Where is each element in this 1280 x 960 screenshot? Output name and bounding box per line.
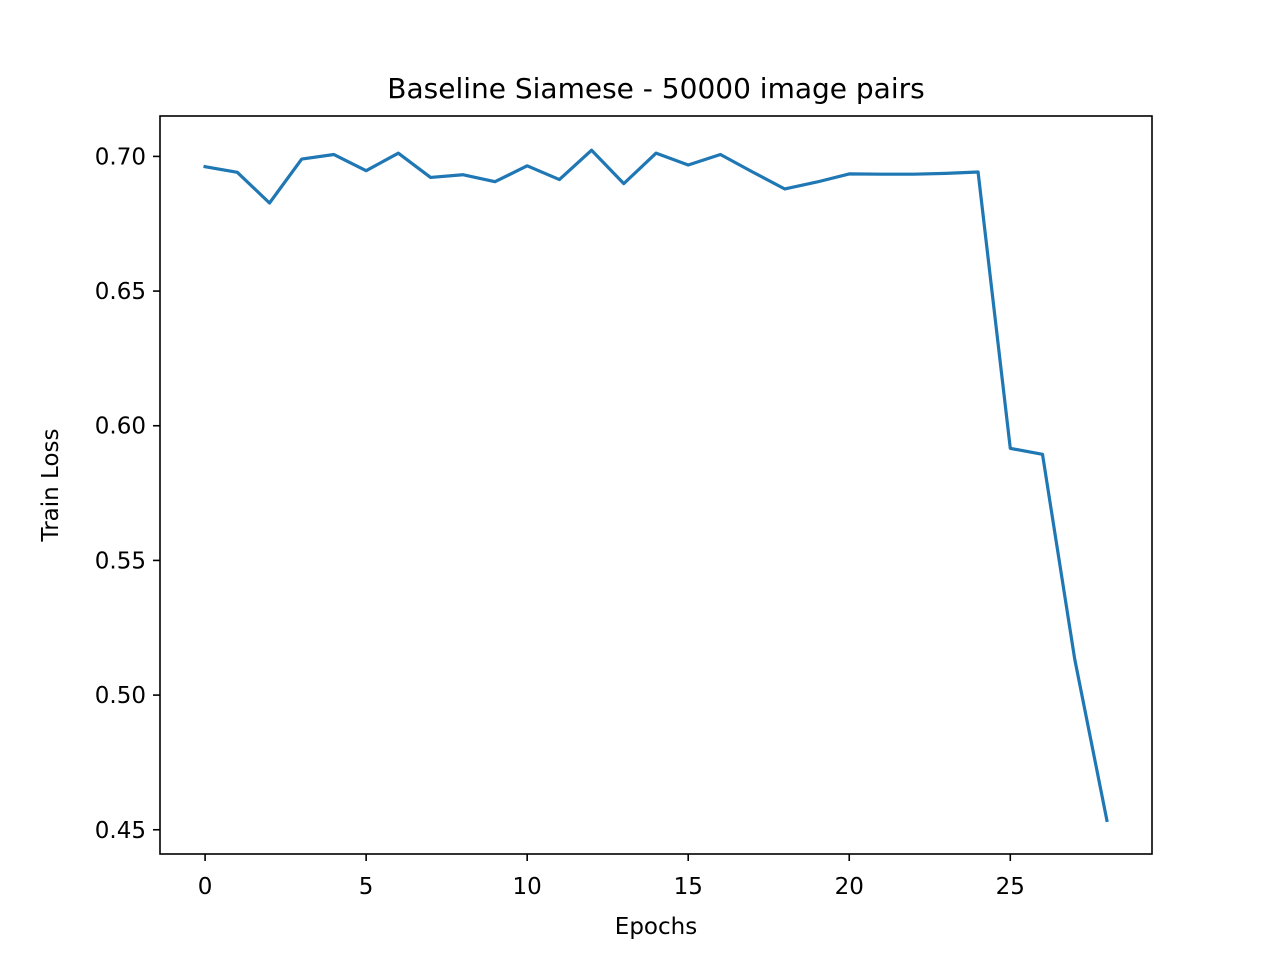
x-axis-label: Epochs xyxy=(615,914,697,940)
y-tick-label: 0.55 xyxy=(95,548,146,574)
y-tick-label: 0.50 xyxy=(95,683,146,709)
y-tick-label: 0.45 xyxy=(95,818,146,844)
x-tick-label: 0 xyxy=(198,874,213,900)
x-tick-label: 10 xyxy=(513,874,542,900)
y-tick-label: 0.65 xyxy=(95,279,146,305)
x-axis: 0 5 10 15 20 25 xyxy=(198,854,1025,900)
x-tick-label: 20 xyxy=(835,874,864,900)
plot-area xyxy=(203,148,1109,823)
y-tick-label: 0.60 xyxy=(95,414,146,440)
y-axis: 0.45 0.50 0.55 0.60 0.65 0.70 xyxy=(95,144,160,844)
plot-frame xyxy=(159,115,1153,855)
chart-title: Baseline Siamese - 50000 image pairs xyxy=(387,72,924,105)
x-tick-label: 5 xyxy=(359,874,374,900)
series-line-0 xyxy=(203,148,1109,823)
x-tick-label: 25 xyxy=(996,874,1025,900)
y-axis-label: Train Loss xyxy=(38,429,64,543)
x-tick-label: 15 xyxy=(674,874,703,900)
y-tick-label: 0.70 xyxy=(95,144,146,170)
